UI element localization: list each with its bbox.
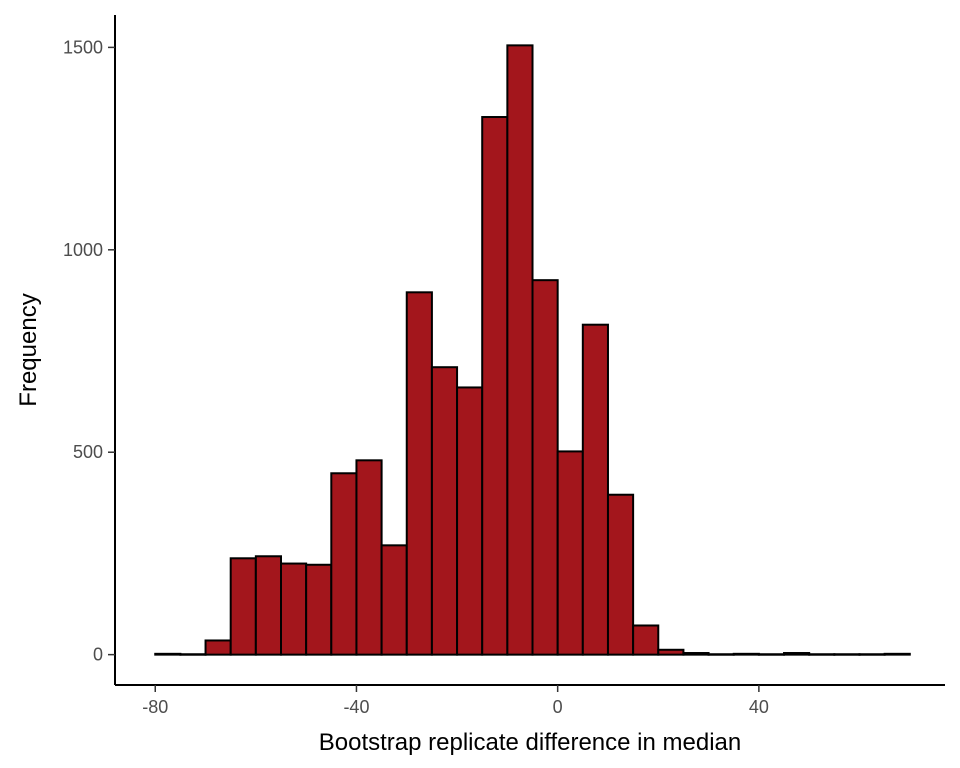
histogram-bar [330,472,358,656]
histogram-bar [229,557,257,656]
histogram-bar [305,563,333,656]
x-axis-title: Bootstrap replicate difference in median [319,729,741,756]
y-tick-label: 500 [73,442,103,462]
histogram-bar [833,653,861,656]
x-tick-label: 40 [749,697,769,717]
histogram-bar [581,323,609,656]
bars-group [154,44,911,656]
histogram-bar [280,562,308,656]
y-axis-title: Frequency [15,293,42,406]
histogram-bar [531,279,559,656]
histogram-bar [430,366,459,656]
histogram-bar [380,544,408,656]
histogram-bar [632,624,660,656]
histogram-bar [556,450,584,656]
histogram-bar [179,653,207,656]
y-tick-label: 1000 [63,240,103,260]
histogram-bar [355,459,383,656]
histogram-bar [456,386,484,656]
x-axis-ticks: -80 -40 0 40 [142,685,769,717]
histogram-bar [682,652,710,656]
y-tick-label: 0 [93,645,103,665]
histogram-bar [707,653,735,656]
histogram-bar [808,653,836,656]
y-axis-ticks: 0 500 1000 1500 [63,37,115,665]
x-tick-label: 0 [553,697,563,717]
histogram-bar [254,555,282,656]
histogram-bar [506,44,534,656]
histogram-bar [757,653,786,656]
histogram-bar [204,639,232,656]
histogram-bar [154,652,182,656]
histogram-bar [783,652,811,656]
x-tick-label: -80 [142,697,168,717]
y-tick-label: 1500 [63,37,103,57]
histogram-bar [481,116,509,656]
histogram-bar [858,653,886,656]
histogram-bar [883,652,911,656]
histogram-bar [732,652,760,656]
histogram-bar [405,291,433,656]
histogram-bar [606,493,635,656]
histogram-bar [657,648,685,656]
x-tick-label: -40 [343,697,369,717]
